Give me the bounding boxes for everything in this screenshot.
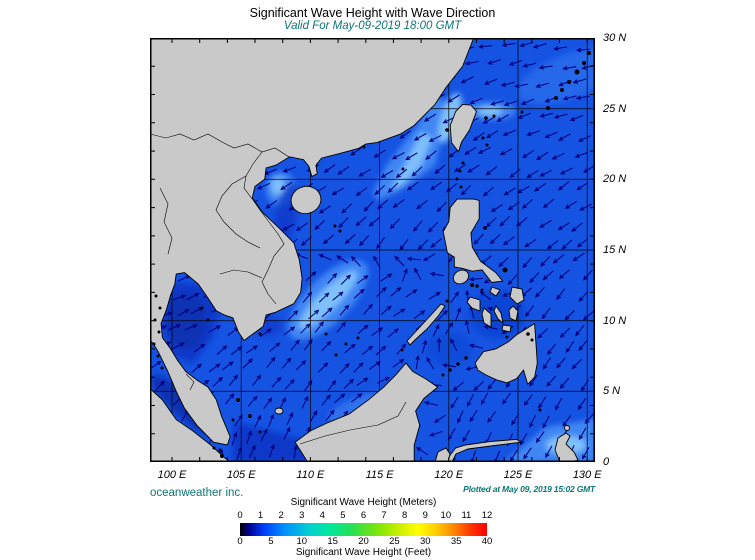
lat-axis-label: 0 xyxy=(603,456,610,469)
feet-tick-label: 25 xyxy=(389,536,400,547)
land-halmahera xyxy=(554,432,579,462)
colorbar-gradient xyxy=(240,523,487,536)
lat-axis-label: 30 N xyxy=(603,32,627,44)
meters-tick-label: 8 xyxy=(402,510,408,521)
land-cebu xyxy=(493,305,504,325)
frame-tick-marks xyxy=(150,38,595,462)
land-mindoro xyxy=(452,269,470,285)
land-asia-mainland xyxy=(150,38,475,446)
page-title: Significant Wave Height with Wave Direct… xyxy=(249,6,496,20)
feet-tick-label: 35 xyxy=(450,536,462,547)
lat-axis-label: 20 N xyxy=(603,173,627,186)
feet-tick-label: 40 xyxy=(481,536,493,547)
country-borders xyxy=(150,133,407,445)
land-bohol xyxy=(501,324,512,333)
meters-tick-label: 11 xyxy=(461,510,472,521)
feet-tick-label: 5 xyxy=(268,536,274,547)
lat-axis-label: 25 N xyxy=(603,102,627,115)
meters-tick-label: 7 xyxy=(381,510,387,521)
lon-axis-label: 110 E xyxy=(296,469,325,481)
lon-axis-label: 105 E xyxy=(226,469,256,481)
land-hainan xyxy=(290,185,322,215)
map-frame xyxy=(150,38,595,462)
land-taiwan xyxy=(449,103,478,153)
meters-tick-label: 5 xyxy=(340,510,346,521)
plotted-timestamp: Plotted at May 09, 2019 15:02 GMT xyxy=(463,484,595,494)
meters-tick-label: 4 xyxy=(319,510,325,521)
meters-tick-label: 6 xyxy=(360,510,367,521)
lon-axis-label: 125 E xyxy=(503,469,533,481)
lon-axis-label: 100 E xyxy=(157,469,187,481)
lat-axis-label: 10 N xyxy=(603,314,627,327)
land-panay xyxy=(466,296,481,312)
land-palawan xyxy=(406,303,446,346)
feet-tick-label: 10 xyxy=(296,536,308,547)
lat-axis-label: 5 N xyxy=(603,385,621,398)
land-sumatra xyxy=(150,387,231,462)
feet-tick-label: 15 xyxy=(327,536,338,547)
land-natuna xyxy=(274,407,284,415)
credit-text: oceanweather inc. xyxy=(150,487,244,499)
land-masbate xyxy=(489,286,501,297)
meters-tick-label: 10 xyxy=(440,510,452,521)
meters-tick-label: 12 xyxy=(481,510,493,521)
meters-tick-label: 3 xyxy=(299,510,305,521)
land-leyte xyxy=(508,305,519,322)
colorbar-feet-label: Significant Wave Height (Feet) xyxy=(295,547,432,558)
land-samar xyxy=(509,286,525,305)
lon-axis-label: 120 E xyxy=(434,469,464,481)
land-mindanao xyxy=(474,322,538,386)
colorbar-meters-label: Significant Wave Height (Meters) xyxy=(290,497,437,508)
map-canvas xyxy=(150,38,595,462)
land-layer xyxy=(150,38,579,462)
land-sulawesi xyxy=(445,438,523,462)
meters-tick-label: 2 xyxy=(278,510,284,521)
feet-tick-label: 0 xyxy=(237,536,243,547)
meters-tick-label: 1 xyxy=(257,510,264,521)
land-negros xyxy=(481,307,492,328)
meters-tick-label: 0 xyxy=(237,510,243,521)
land-borneo xyxy=(294,362,439,462)
feet-tick-label: 20 xyxy=(358,536,369,547)
meters-tick-label: 9 xyxy=(422,510,428,521)
land-sulawesi-blob xyxy=(434,447,451,462)
land-luzon xyxy=(442,198,504,283)
land-morotai xyxy=(564,425,570,431)
lat-axis-label: 15 N xyxy=(603,244,627,256)
wave-map-svg xyxy=(150,38,595,462)
lon-axis-label: 115 E xyxy=(365,469,394,481)
valid-time-subtitle: Valid For May-09-2019 18:00 GMT xyxy=(283,20,462,32)
lon-axis-label: 130 E xyxy=(572,469,602,481)
feet-tick-label: 30 xyxy=(419,536,431,547)
small-islands xyxy=(152,51,591,458)
